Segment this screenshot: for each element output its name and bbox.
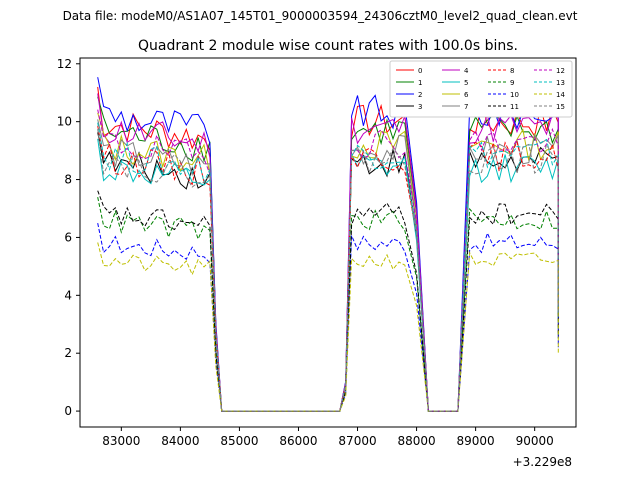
x-tick-label: 86000 xyxy=(279,434,317,448)
series-line-0 xyxy=(97,86,559,412)
series-line-10 xyxy=(97,223,559,412)
series-line-2 xyxy=(97,77,559,412)
data-file-label: Data file: modeM0/AS1A07_145T01_90000035… xyxy=(63,9,578,23)
y-tick-label: 6 xyxy=(64,230,72,244)
series-line-14 xyxy=(97,242,559,412)
legend-label-6: 6 xyxy=(464,91,469,99)
plot-frame xyxy=(79,57,577,428)
y-tick-label: 4 xyxy=(64,288,72,302)
legend-label-5: 5 xyxy=(464,79,468,87)
x-offset-label: +3.229e8 xyxy=(513,455,572,469)
chart-title: Quadrant 2 module wise count rates with … xyxy=(138,38,518,54)
series-line-11 xyxy=(97,190,559,412)
series-layer xyxy=(97,77,559,412)
series-line-1 xyxy=(97,96,559,412)
y-tick-label: 2 xyxy=(64,346,72,360)
x-tick-label: 84000 xyxy=(161,434,199,448)
y-tick-label: 0 xyxy=(64,404,72,418)
x-tick-label: 87000 xyxy=(338,434,376,448)
legend-label-4: 4 xyxy=(464,67,469,75)
legend-label-1: 1 xyxy=(418,79,422,87)
legend-label-11: 11 xyxy=(510,103,519,111)
x-tick-label: 90000 xyxy=(516,434,554,448)
legend-label-7: 7 xyxy=(464,103,468,111)
x-tick-label: 89000 xyxy=(457,434,495,448)
series-line-9 xyxy=(97,196,559,412)
legend-label-13: 13 xyxy=(556,79,565,87)
series-line-5 xyxy=(97,138,559,412)
x-axis: 83000 84000 85000 86000 87000 88000 89000 90000 xyxy=(102,427,554,448)
series-line-3 xyxy=(97,132,559,412)
legend-label-2: 2 xyxy=(418,91,422,99)
legend-label-14: 14 xyxy=(556,91,565,99)
x-tick-label: 83000 xyxy=(102,434,140,448)
legend-label-10: 10 xyxy=(510,91,519,99)
series-line-12 xyxy=(97,109,559,412)
y-tick-label: 12 xyxy=(57,57,72,71)
legend-box xyxy=(389,60,573,118)
series-line-4 xyxy=(97,93,559,412)
series-line-15 xyxy=(97,129,559,412)
legend-label-9: 9 xyxy=(510,79,514,87)
legend-label-0: 0 xyxy=(418,67,422,75)
y-axis: 0 2 4 6 8 10 12 xyxy=(57,57,80,418)
legend-label-12: 12 xyxy=(556,67,565,75)
series-line-8 xyxy=(97,125,559,412)
legend-label-8: 8 xyxy=(510,67,514,75)
x-tick-label: 85000 xyxy=(220,434,258,448)
legend-label-3: 3 xyxy=(418,103,422,111)
legend-label-15: 15 xyxy=(556,103,565,111)
y-tick-label: 8 xyxy=(64,173,72,187)
y-tick-label: 10 xyxy=(57,115,72,129)
x-tick-label: 88000 xyxy=(397,434,435,448)
